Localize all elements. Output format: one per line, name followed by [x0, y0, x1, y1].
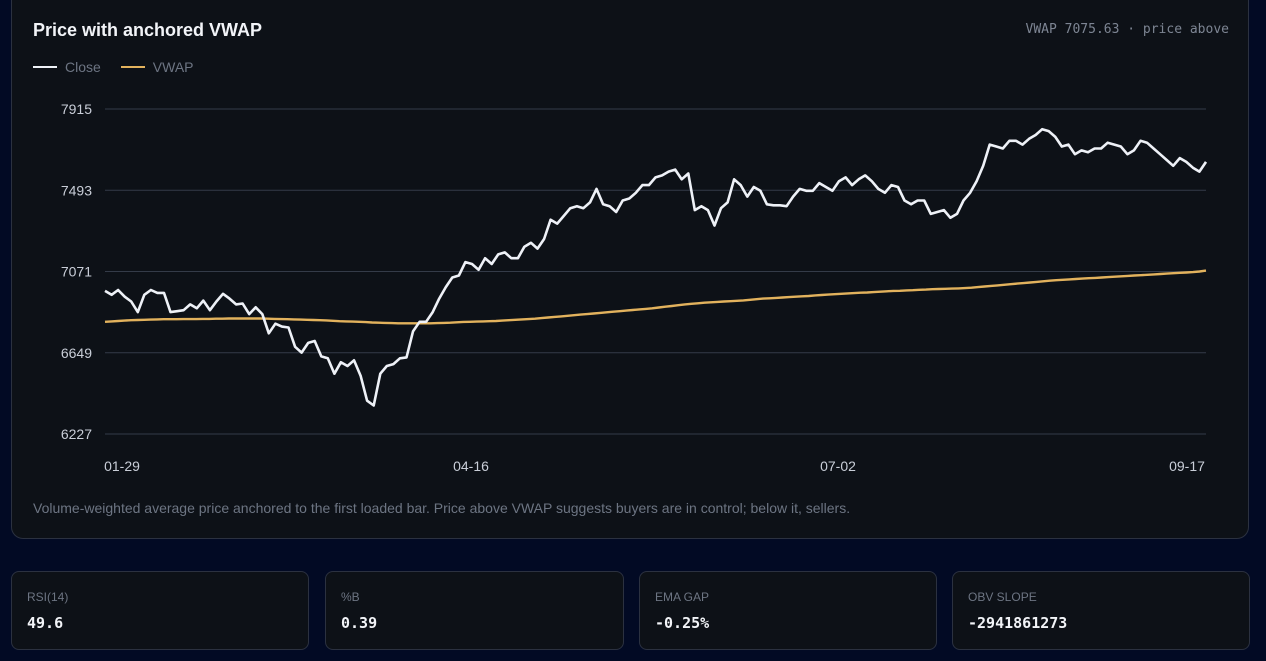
metric-label: RSI(14): [27, 590, 69, 604]
close-series-line: [104, 127, 1208, 407]
vwap-status: VWAP 7075.63 · price above: [1025, 22, 1230, 37]
chart-caption: Volume-weighted average price anchored t…: [33, 500, 851, 516]
y-tick-label: 7493: [61, 182, 92, 198]
tick-layer: 7915 7493 7071 6649 6227 01-29 04-16 07-02 09-17: [61, 101, 1205, 474]
legend-label-vwap: VWAP: [152, 59, 194, 75]
metric-card-obv-slope: OBV SLOPE -2941861273: [952, 571, 1250, 650]
series-layer: [104, 127, 1208, 407]
y-tick-label: 6649: [61, 345, 92, 361]
metric-card-rsi: RSI(14) 49.6: [11, 571, 309, 650]
price-vwap-chart: 7915 7493 7071 6649 6227 01-29 04-16 07-02 09-17: [61, 101, 1208, 474]
metric-card-percent-b: %B 0.39: [325, 571, 624, 650]
legend-swatch-close: [33, 66, 57, 68]
legend-label-close: Close: [65, 59, 101, 75]
chart-panel: Price with anchored VWAP VWAP 7075.63 · …: [11, 0, 1249, 539]
metric-value: 0.39: [341, 614, 378, 632]
y-tick-label: 7071: [61, 264, 92, 280]
metric-label: %B: [341, 590, 360, 604]
x-tick-label: 09-17: [1169, 458, 1205, 474]
legend-swatch-vwap: [120, 66, 145, 68]
x-tick-label: 04-16: [453, 458, 489, 474]
y-tick-label: 7915: [61, 101, 92, 117]
metric-value: 49.6: [27, 614, 64, 632]
x-tick-label: 01-29: [104, 458, 140, 474]
x-tick-label: 07-02: [820, 458, 856, 474]
metric-value: -2941861273: [968, 614, 1068, 632]
grid-layer: [105, 108, 1206, 435]
y-tick-label: 6227: [61, 426, 92, 442]
chart-title: Price with anchored VWAP: [33, 20, 263, 40]
metric-label: OBV SLOPE: [968, 590, 1037, 604]
metric-card-ema-gap: EMA GAP -0.25%: [639, 571, 937, 650]
vwap-series-line: [104, 269, 1207, 325]
legend-item-close[interactable]: Close: [33, 59, 101, 75]
metric-value: -0.25%: [655, 614, 710, 632]
chart-legend: Close VWAP: [33, 59, 194, 75]
metric-label: EMA GAP: [655, 590, 710, 604]
legend-item-vwap[interactable]: VWAP: [120, 59, 194, 75]
